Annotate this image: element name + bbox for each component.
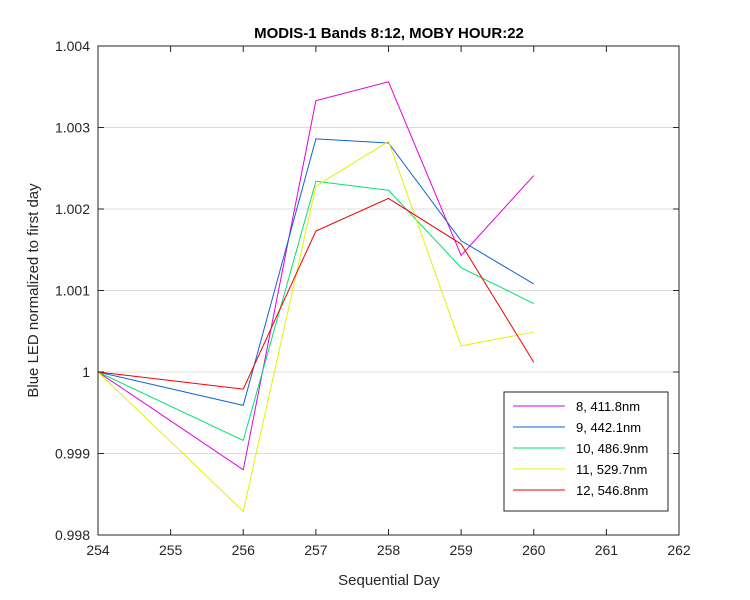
axis-ticks: 0.998 0.999 1 1.001 1.002 1.003 1.004 254 255 256… <box>55 38 691 558</box>
legend: 8, 411.8nm 9, 442.1nm 10, 486.9nm 11, 529.7… <box>503 391 669 512</box>
series-line-2 <box>97 138 535 407</box>
x-tick-label: 255 <box>159 542 183 558</box>
series-group <box>97 81 535 513</box>
y-tick-label: 0.998 <box>55 527 90 543</box>
x-tick-label: 259 <box>449 542 473 558</box>
x-tick-label: 257 <box>304 542 328 558</box>
legend-label: 10, 486.9nm <box>576 441 648 456</box>
y-tick-label: 1.001 <box>55 283 90 299</box>
x-tick-label: 260 <box>522 542 546 558</box>
y-tick-label: 1 <box>82 364 90 380</box>
series-line-4 <box>97 140 534 513</box>
x-tick-label: 256 <box>232 542 256 558</box>
series-line-1 <box>97 81 535 471</box>
series-line-5 <box>97 197 535 390</box>
y-tick-label: 1.003 <box>55 120 90 136</box>
legend-label: 9, 442.1nm <box>576 420 641 435</box>
y-axis-title: Blue LED normalized to first day <box>25 183 42 398</box>
x-tick-label: 258 <box>377 542 401 558</box>
x-tick-label: 261 <box>595 542 619 558</box>
legend-box <box>503 391 669 512</box>
legend-label: 11, 529.7nm <box>576 462 647 477</box>
y-tick-label: 1.004 <box>55 38 90 54</box>
series-line-3 <box>97 180 534 442</box>
legend-label: 12, 546.8nm <box>576 483 648 498</box>
legend-label: 8, 411.8nm <box>576 399 640 414</box>
y-tick-label: 1.002 <box>55 201 90 217</box>
x-tick-label: 262 <box>667 542 691 558</box>
x-axis-title: Sequential Day <box>338 572 440 589</box>
x-tick-label: 254 <box>86 542 110 558</box>
chart-title: MODIS-1 Bands 8:12, MOBY HOUR:22 <box>254 25 524 42</box>
y-tick-label: 0.999 <box>55 446 90 462</box>
